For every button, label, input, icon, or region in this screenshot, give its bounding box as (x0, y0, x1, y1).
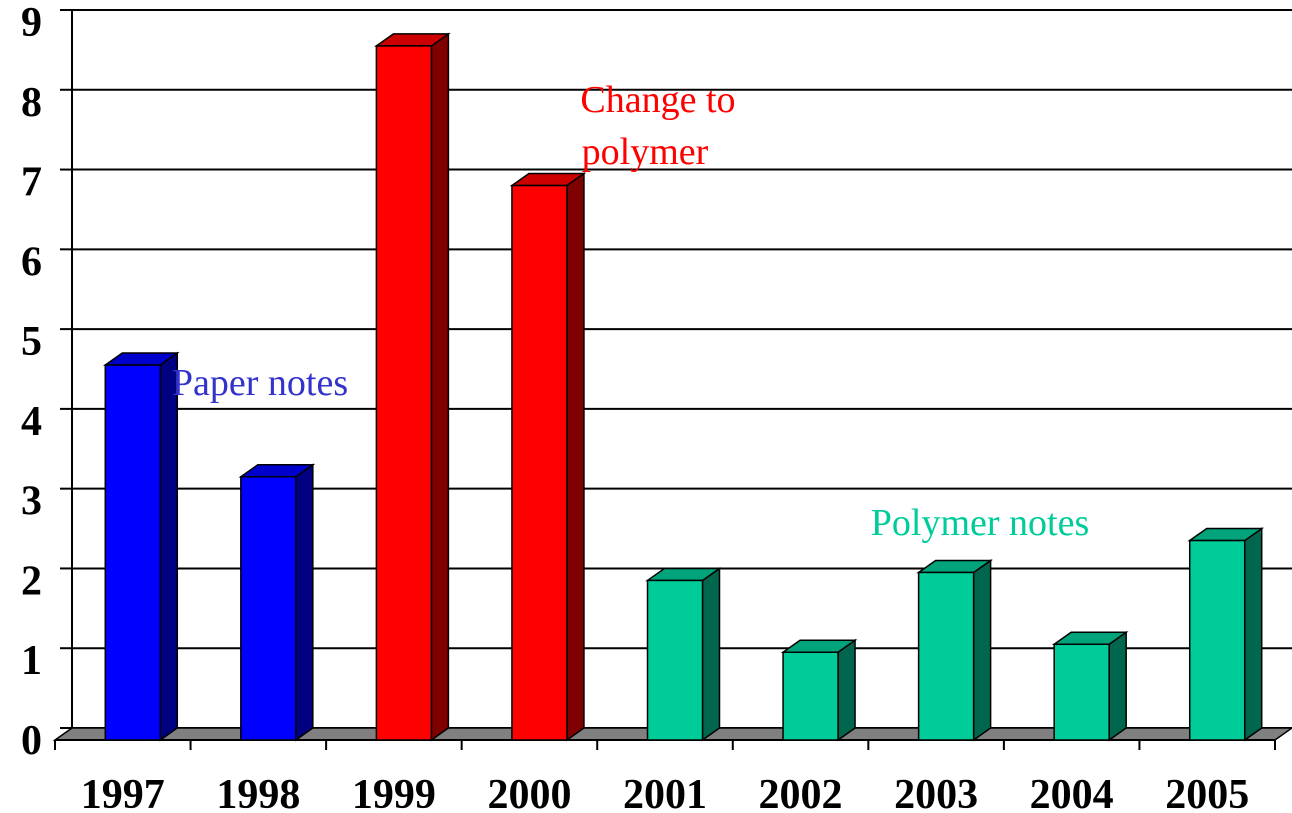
y-tick-label: 4 (21, 399, 42, 445)
x-tick-label: 2005 (1165, 772, 1249, 813)
annotation: Change to polymer (580, 79, 735, 173)
y-tick-label: 5 (21, 319, 42, 365)
annotation: Polymer notes (871, 502, 1089, 544)
bar-side (566, 172, 585, 742)
x-tick-label: 2001 (623, 772, 707, 813)
bar-side (837, 638, 856, 742)
y-tick-label: 9 (21, 0, 42, 46)
bar (782, 651, 839, 741)
annotation-line: Polymer notes (871, 502, 1089, 544)
annotation: Paper notes (172, 362, 348, 404)
x-tick-label: 2002 (759, 772, 843, 813)
x-tick-label: 2003 (894, 772, 978, 813)
bar (1053, 643, 1110, 741)
y-tick-label: 1 (21, 638, 42, 684)
annotation-line: Change to (580, 79, 735, 121)
x-tick-label: 1999 (352, 772, 436, 813)
bar-side (430, 32, 450, 742)
x-tick-label: 1997 (81, 772, 165, 813)
bar (240, 475, 297, 741)
bar (104, 364, 162, 741)
y-tick-label: 0 (21, 718, 42, 764)
bar (917, 571, 975, 741)
bar-side (701, 566, 721, 742)
annotation-line: polymer (582, 131, 709, 173)
x-tick-label: 1998 (216, 772, 300, 813)
y-tick-label: 3 (21, 479, 42, 525)
bar-side (295, 463, 314, 742)
bar (375, 45, 433, 741)
bar (646, 579, 704, 741)
annotation-line: Paper notes (172, 362, 348, 404)
bar-side (1243, 527, 1263, 742)
bar-side (1108, 630, 1127, 742)
y-tick-label: 6 (21, 239, 42, 285)
bar-side (159, 351, 179, 742)
bar-side (972, 559, 992, 742)
y-tick-label: 2 (21, 558, 42, 604)
y-tick-label: 7 (21, 160, 42, 206)
y-tick-label: 8 (21, 80, 42, 126)
bar (1188, 539, 1246, 741)
bar (511, 184, 568, 741)
x-tick-label: 2000 (487, 772, 571, 813)
x-tick-label: 2004 (1030, 772, 1114, 813)
